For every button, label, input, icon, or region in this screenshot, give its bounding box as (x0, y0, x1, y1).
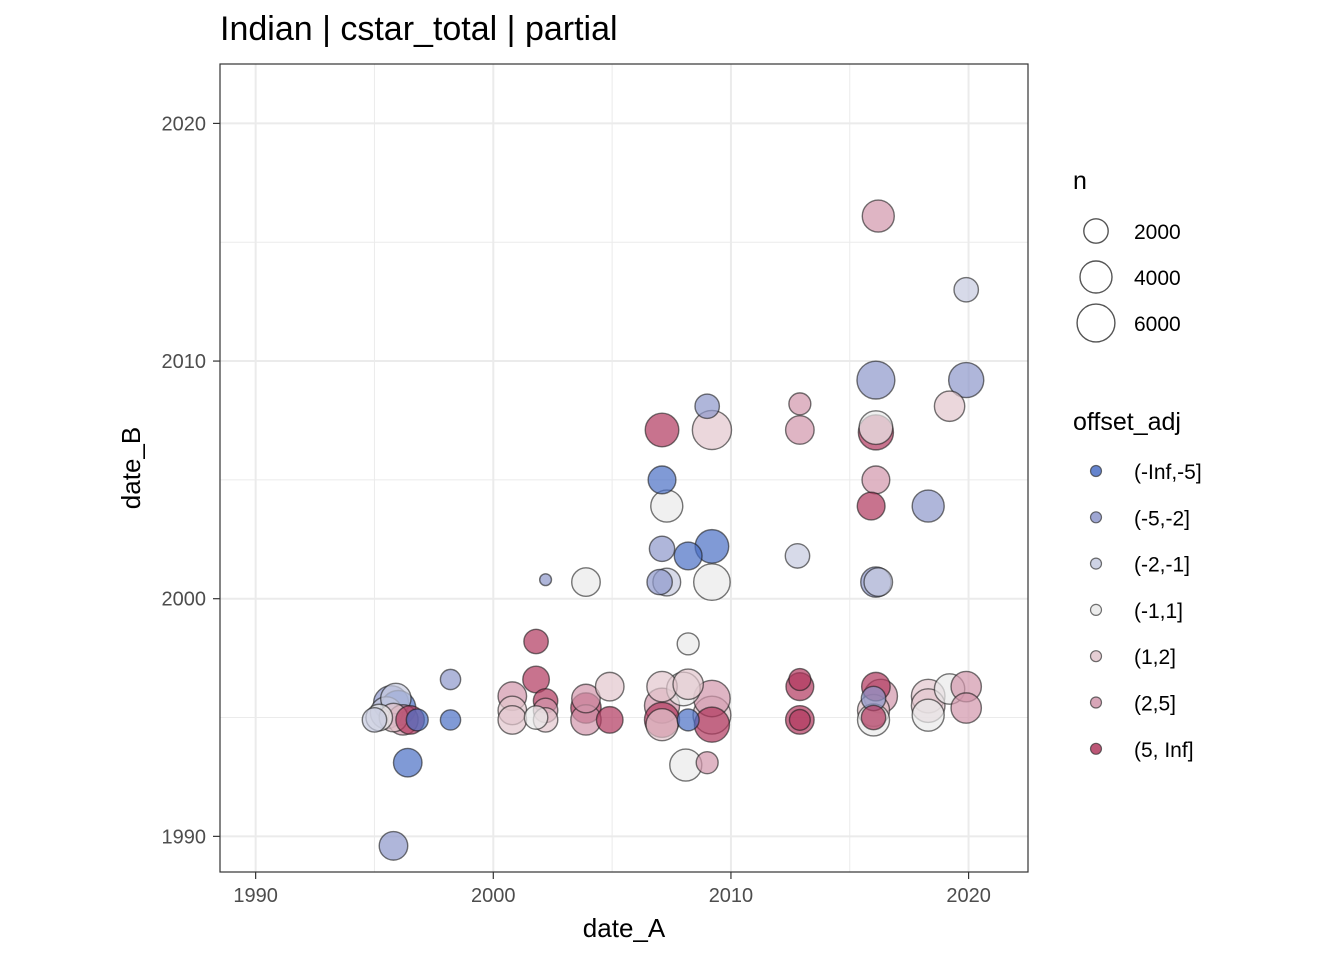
data-point (523, 705, 549, 730)
color-legend-key (1089, 650, 1103, 663)
size-legend-label: 6000 (1134, 313, 1181, 336)
chart-title: Indian | cstar_total | partial (220, 10, 618, 48)
data-point (538, 573, 553, 587)
data-point (439, 668, 462, 691)
data-point (911, 698, 945, 732)
data-point (947, 361, 985, 399)
x-tick-label: 2010 (709, 885, 754, 907)
data-point (861, 199, 895, 233)
x-tick-label: 1990 (233, 885, 278, 907)
size-legend-label: 4000 (1134, 267, 1181, 290)
color-legend-label: (5, Inf] (1134, 739, 1194, 762)
color-legend-label: (1,2] (1134, 646, 1176, 669)
color-legend-title: offset_adj (1073, 408, 1181, 436)
color-legend-key (1089, 696, 1103, 709)
data-point (858, 410, 894, 446)
data-point (647, 465, 677, 495)
data-point (405, 708, 429, 732)
color-legend: (-Inf,-5] (-5,-2] (-2,-1] (-1,1] (1,2] (2,5] (… (1089, 461, 1202, 762)
y-tick-label: 2010 (162, 351, 207, 373)
data-point (497, 704, 528, 735)
y-axis-title: date_B (116, 427, 146, 509)
data-point (693, 706, 731, 743)
x-axis-title: date_A (583, 913, 666, 943)
data-point (863, 567, 894, 598)
data-point (392, 747, 423, 778)
color-legend-key (1089, 557, 1103, 570)
plot-border (219, 63, 1029, 873)
x-tick-label: 2020 (946, 885, 991, 907)
x-tick-label: 2000 (471, 885, 516, 907)
size-legend-key (1083, 218, 1109, 244)
data-point (784, 543, 811, 569)
size-legend-title: n (1073, 167, 1087, 195)
color-legend-label: (2,5] (1134, 693, 1176, 716)
data-point (784, 415, 815, 445)
data-point (594, 671, 625, 702)
data-point (953, 276, 980, 303)
data-point (695, 751, 719, 775)
data-point (650, 489, 684, 523)
data-point (788, 708, 811, 732)
data-points (361, 199, 985, 861)
data-point (595, 705, 624, 734)
color-legend-label: (-Inf,-5] (1134, 461, 1202, 484)
data-point (673, 541, 703, 571)
data-point (571, 567, 601, 598)
y-tick-label: 2020 (162, 113, 207, 135)
data-point (788, 392, 812, 416)
data-point (860, 704, 887, 731)
data-point (856, 360, 896, 400)
color-legend-key (1089, 464, 1103, 478)
size-legend-key (1076, 303, 1116, 343)
size-legend-key (1079, 260, 1113, 294)
data-point (676, 632, 700, 656)
color-legend-label: (-1,1] (1134, 600, 1183, 623)
data-point (672, 668, 705, 701)
x-axis: 1990 2000 2010 2020 (233, 872, 991, 907)
data-point (439, 709, 462, 731)
color-legend-key (1089, 511, 1103, 524)
data-point (644, 412, 680, 448)
data-point (856, 491, 886, 521)
data-point (911, 489, 945, 523)
data-point (788, 667, 812, 692)
color-legend-key (1089, 603, 1103, 617)
data-point (676, 708, 700, 732)
grid-lines (220, 64, 1028, 872)
size-legend: 2000 4000 6000 (1076, 218, 1181, 343)
color-legend-label: (-2,-1] (1134, 554, 1190, 577)
data-point (692, 563, 731, 602)
size-legend-label: 2000 (1134, 221, 1181, 244)
data-point (361, 707, 388, 733)
y-tick-label: 2000 (162, 589, 207, 611)
data-point (694, 393, 721, 420)
data-point (950, 692, 983, 724)
legend: n 2000 4000 6000 offset_adj (-Inf,-5] (-5,-… (1073, 167, 1202, 762)
data-point (571, 683, 601, 714)
data-point (523, 628, 549, 655)
data-point (378, 830, 409, 861)
plot-background (220, 64, 1028, 872)
plot-area (219, 63, 1029, 873)
data-point (648, 535, 676, 563)
data-point (861, 465, 891, 495)
data-point (645, 707, 679, 742)
data-point (646, 568, 673, 596)
y-tick-label: 1990 (162, 826, 207, 848)
color-legend-label: (-5,-2] (1134, 507, 1190, 530)
color-legend-key (1089, 742, 1103, 755)
data-point (933, 390, 966, 423)
y-axis: 1990 2000 2010 2020 (162, 113, 220, 848)
